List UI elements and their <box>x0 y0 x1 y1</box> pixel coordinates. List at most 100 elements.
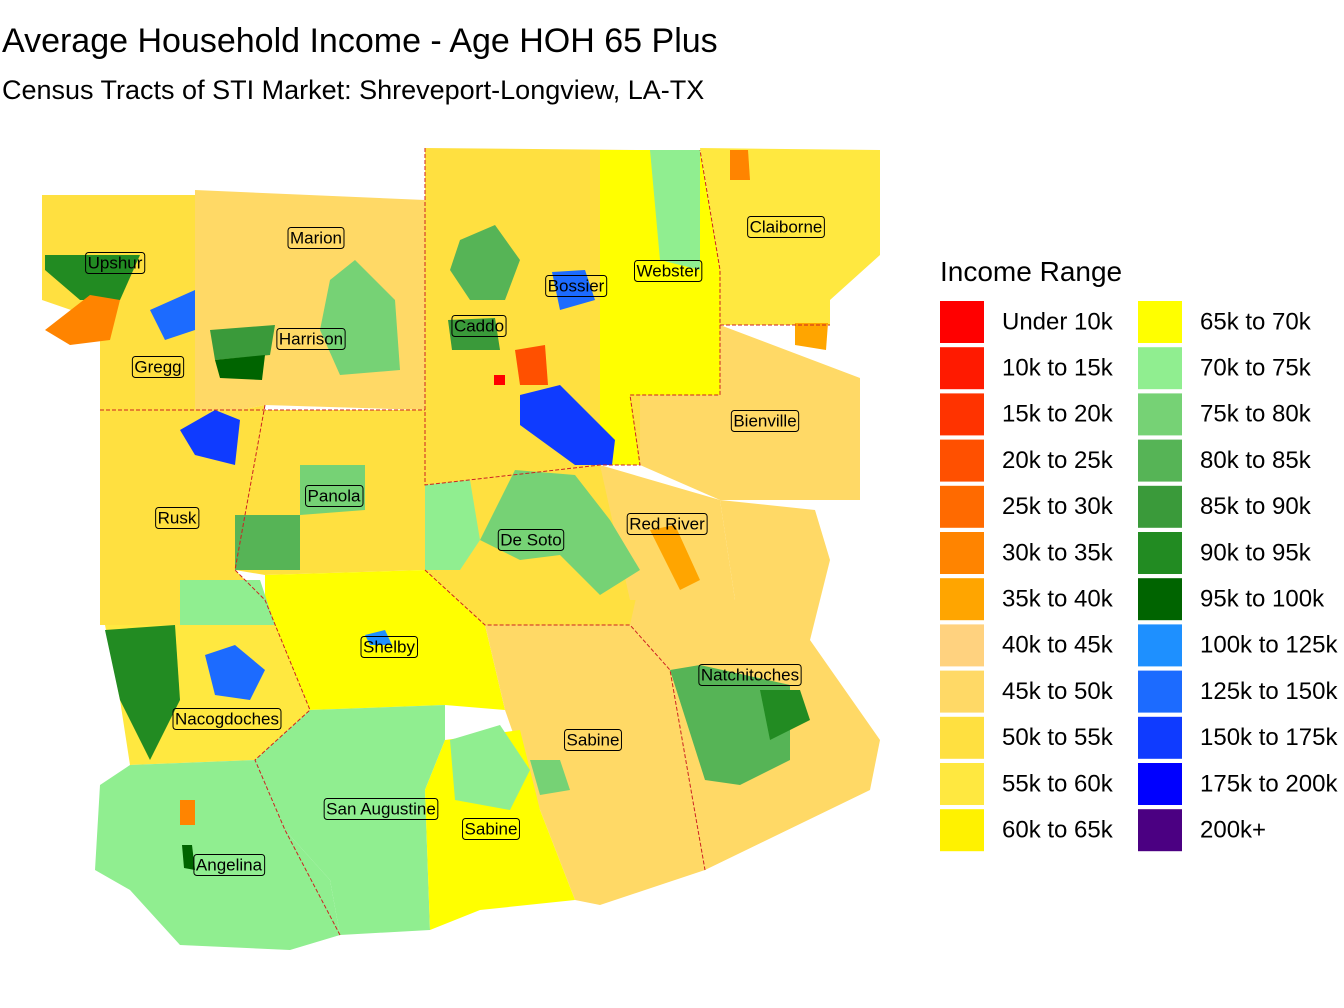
legend-swatch <box>940 532 984 574</box>
boundary <box>424 148 721 486</box>
tract <box>450 225 520 300</box>
tract <box>760 690 810 740</box>
region <box>255 705 445 935</box>
county-label: Sabine <box>567 730 620 749</box>
county-label: Webster <box>637 261 700 280</box>
legend-swatch <box>1138 809 1182 852</box>
legend-label: 25k to 30k <box>1002 493 1114 520</box>
legend-swatch <box>1138 301 1182 343</box>
county-label-box <box>85 251 146 274</box>
legend-label: 150k to 175k <box>1200 724 1338 751</box>
tract <box>494 375 505 385</box>
county-label: Upshur <box>88 253 143 272</box>
legend-swatch <box>1138 347 1182 390</box>
county-label-box <box>287 226 345 249</box>
county-label-box <box>193 853 266 876</box>
legend-swatch <box>940 393 984 436</box>
county-label-box <box>564 728 622 751</box>
county-label-box <box>323 797 439 820</box>
county-label: Marion <box>290 228 342 247</box>
tract <box>150 290 195 340</box>
legend-label: 45k to 50k <box>1002 678 1114 705</box>
tract <box>45 295 120 345</box>
county-label: Shelby <box>363 637 415 656</box>
county-label-box <box>730 409 800 432</box>
legend-label: 90k to 95k <box>1200 539 1312 566</box>
legend-swatch <box>1138 393 1182 436</box>
region <box>485 625 705 905</box>
legend-swatch <box>1138 439 1182 482</box>
legend-swatch <box>940 578 984 621</box>
legend-swatch <box>1138 578 1182 621</box>
county-label-box <box>276 327 346 350</box>
county-label-box <box>545 274 608 297</box>
tract <box>205 645 265 700</box>
legend-swatch <box>1138 763 1182 805</box>
legend-label: 65k to 70k <box>1200 308 1312 335</box>
county-label: Bossier <box>548 276 605 295</box>
county-label: Nacogdoches <box>175 709 279 728</box>
county-label: Claiborne <box>750 217 823 236</box>
tract <box>320 260 400 375</box>
region <box>640 325 860 500</box>
tract <box>425 480 480 570</box>
legend-swatch <box>940 716 984 759</box>
tract <box>520 385 615 465</box>
legend-label: 20k to 25k <box>1002 447 1114 474</box>
map <box>42 148 880 950</box>
region <box>700 148 880 325</box>
tract <box>365 630 392 645</box>
county-label-box <box>497 528 565 551</box>
boundary <box>424 569 706 871</box>
legend-label: 55k to 60k <box>1002 770 1114 797</box>
tract <box>235 515 300 570</box>
county-labels: Upshur Marion Gregg Harrison Caddo Bossi… <box>85 215 825 876</box>
legend-swatch <box>1138 532 1182 574</box>
county-label-box <box>131 355 185 378</box>
legend: Under 10k 10k to 15k 15k to 20k 20k to 25k 2… <box>940 301 1338 852</box>
tract <box>730 150 750 180</box>
legend-swatch <box>940 485 984 528</box>
legend-label: 175k to 200k <box>1200 770 1338 797</box>
tract <box>182 845 195 870</box>
county-label-box <box>747 215 825 238</box>
tract <box>552 270 595 310</box>
tract <box>650 525 700 590</box>
legend-swatch <box>940 301 984 343</box>
tract <box>180 800 195 825</box>
legend-swatch <box>1138 716 1182 759</box>
legend-label: Under 10k <box>1002 308 1114 335</box>
tract <box>300 465 365 515</box>
county-label: Sabine <box>465 819 518 838</box>
tract <box>45 255 140 300</box>
legend-label: 15k to 20k <box>1002 401 1114 428</box>
legend-swatch <box>940 439 984 482</box>
county-label-box <box>698 663 802 686</box>
county-label: San Augustine <box>326 799 436 818</box>
tract <box>795 323 828 350</box>
legend-swatch <box>1138 670 1182 713</box>
legend-swatch <box>940 809 984 852</box>
legend-label: 40k to 45k <box>1002 632 1114 659</box>
county-label-box <box>155 506 200 529</box>
legend-label: 75k to 80k <box>1200 401 1312 428</box>
legend-label: 200k+ <box>1200 817 1266 844</box>
legend-title: Income Range <box>940 256 1122 287</box>
tract <box>210 325 275 360</box>
county-label-box <box>172 707 282 730</box>
tract <box>448 318 500 350</box>
county-label-box <box>634 259 703 282</box>
county-label: Panola <box>308 486 361 505</box>
legend-label: 85k to 90k <box>1200 493 1312 520</box>
tract <box>650 150 700 270</box>
legend-label: 10k to 15k <box>1002 355 1114 382</box>
legend-swatch <box>940 624 984 667</box>
subtitle: Census Tracts of STI Market: Shreveport-… <box>2 75 704 105</box>
tract <box>515 345 548 385</box>
county-label: Angelina <box>196 855 263 874</box>
tract <box>180 410 240 465</box>
legend-swatch <box>1138 485 1182 528</box>
tract <box>530 760 570 795</box>
legend-swatch <box>940 347 984 390</box>
